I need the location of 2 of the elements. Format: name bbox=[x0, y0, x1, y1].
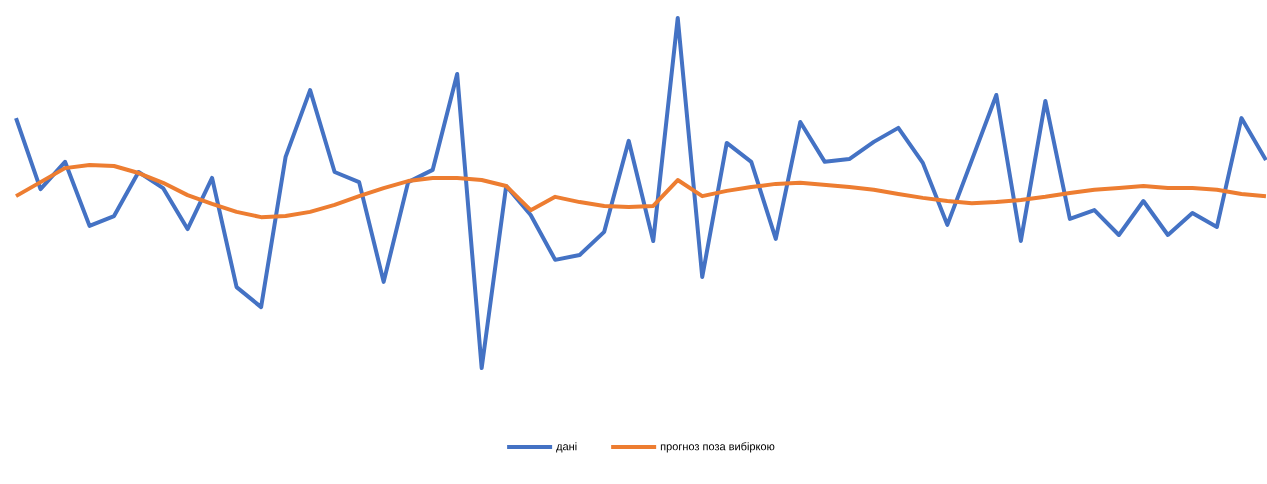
legend-label: прогноз поза вибіркою bbox=[660, 442, 775, 453]
legend-label: дані bbox=[556, 442, 577, 453]
